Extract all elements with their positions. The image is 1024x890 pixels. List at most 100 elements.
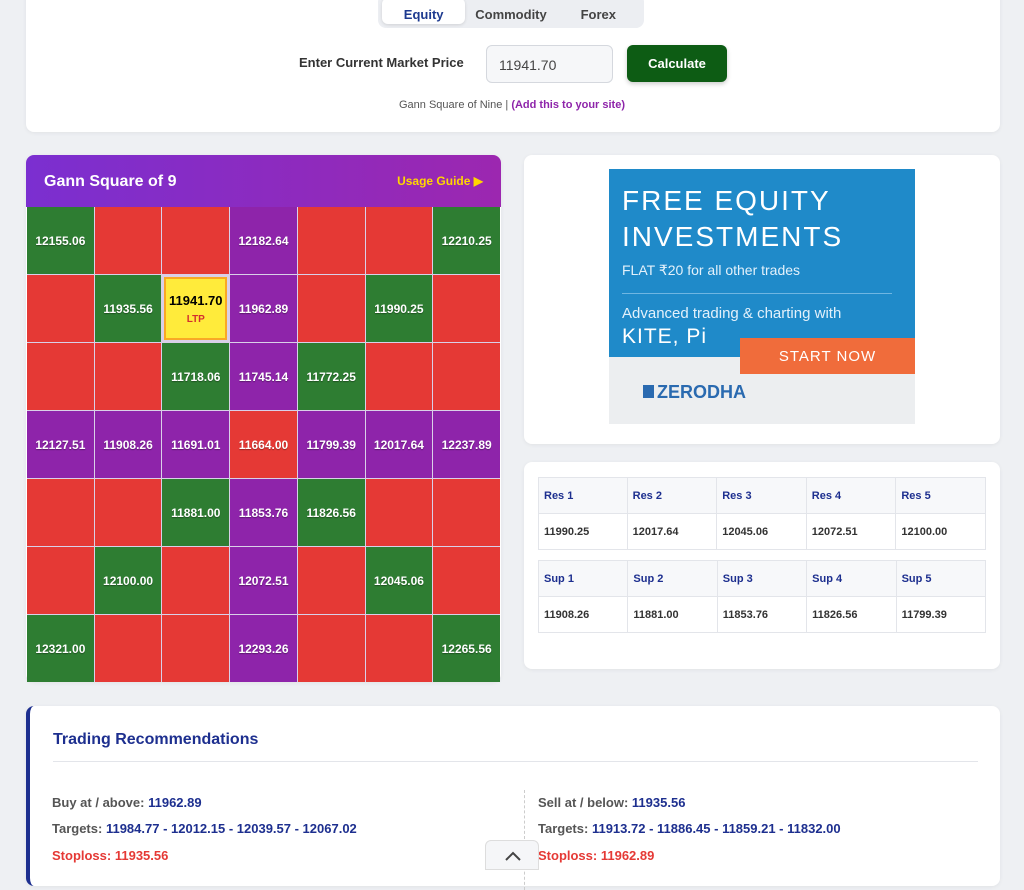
- ad-body: Advanced trading & charting with: [622, 305, 842, 322]
- ad-background: [609, 169, 915, 357]
- grid-cell: 11664.00: [230, 411, 297, 478]
- targets-line: Targets: 11913.72 - 11886.45 - 11859.21 …: [538, 821, 841, 836]
- grid-cell: [27, 547, 94, 614]
- value-row: 11990.25 12017.64 12045.06 12072.51 12100.00: [538, 513, 986, 550]
- grid-cell: 11718.06: [162, 343, 230, 410]
- level-header: Res 4: [805, 477, 897, 514]
- grid-cell: [94, 343, 162, 410]
- level-header: Sup 4: [806, 560, 897, 597]
- ad-headline: FREE EQUITY: [622, 185, 831, 216]
- grid-cell: 11745.14: [230, 343, 297, 410]
- grid-cell: 12237.89: [433, 411, 500, 478]
- cell-value: 12072.51: [238, 573, 289, 588]
- add-link[interactable]: (Add this to your site): [511, 99, 625, 111]
- grid-cell: 12182.64: [230, 207, 297, 274]
- footer-note: Gann Square of Nine | (Add this to your …: [0, 99, 1024, 111]
- stoploss-line: Stoploss: 11962.89: [538, 848, 654, 863]
- entry-label: Sell at / below:: [538, 795, 629, 810]
- level-value: 11990.25: [538, 513, 628, 550]
- cell-value: 11826.56: [306, 505, 356, 520]
- level-header: Sup 3: [716, 560, 808, 597]
- entry-label: Buy at / above:: [52, 795, 145, 810]
- grid-cell: [162, 547, 230, 614]
- cell-value: 12237.89: [441, 437, 492, 452]
- usage-guide[interactable]: Usage Guide ▶: [397, 174, 483, 188]
- grid-cell: 11941.70 LTP: [164, 277, 228, 340]
- grid-cell: 12127.51: [27, 411, 94, 478]
- chevron-icon: [505, 851, 521, 861]
- level-value: 11853.76: [716, 596, 808, 633]
- level-value: 11908.26: [537, 596, 629, 633]
- grid-cell: [27, 343, 94, 410]
- tab[interactable]: Forex: [580, 7, 617, 22]
- cell-value: 12293.26: [238, 641, 289, 656]
- grid-cell: 12210.25: [433, 207, 500, 274]
- market-tabs: Equity Commodity Forex: [378, 0, 644, 28]
- level-header: Res 3: [716, 477, 807, 514]
- cell-value: 11772.25: [306, 369, 356, 384]
- grid-cell: [433, 275, 500, 342]
- level-value: 12100.00: [895, 513, 986, 550]
- cell-value: 12155.06: [35, 233, 86, 248]
- cell-value: 11691.01: [171, 437, 221, 452]
- level-header: Sup 5: [895, 560, 987, 597]
- cell-value: 11881.00: [171, 505, 221, 520]
- level-header: Res 5: [895, 477, 986, 514]
- cell-value: 11718.06: [171, 369, 221, 384]
- cell-value: 12017.64: [373, 437, 424, 452]
- ad-body: KITE, Pi: [622, 325, 708, 348]
- gann-header: Gann Square of 9 Usage Guide ▶: [26, 155, 501, 207]
- cell-value: 12182.64: [238, 233, 289, 248]
- grid-cell: [94, 615, 162, 682]
- cell-value: 12265.56: [441, 641, 492, 656]
- grid-cell: 11853.76: [230, 479, 297, 546]
- cell-value: 11990.25: [374, 301, 424, 316]
- level-value: 12045.06: [716, 513, 807, 550]
- grid-cell: [27, 479, 94, 546]
- level-header: Res 2: [626, 477, 718, 514]
- grid-cell: 11799.39: [297, 411, 365, 478]
- level-value: 11799.39: [895, 596, 987, 633]
- grid-cell: [297, 207, 365, 274]
- targets-value: 11984.77 - 12012.15 - 12039.57 - 12067.0…: [105, 821, 357, 836]
- price-label: Enter Current Market Price: [299, 55, 464, 70]
- recommendations-title: Trading Recommendations: [53, 731, 259, 748]
- grid-cell: 12072.51: [230, 547, 297, 614]
- calculate-button[interactable]: Calculate: [627, 45, 727, 82]
- ltp-tag: LTP: [186, 313, 205, 325]
- targets-label: Targets:: [52, 821, 103, 836]
- price-input[interactable]: 11941.70: [486, 45, 613, 83]
- grid-cell: 12100.00: [94, 547, 162, 614]
- targets-value: 11913.72 - 11886.45 - 11859.21 - 11832.0…: [591, 821, 841, 836]
- tab[interactable]: Equity: [382, 0, 466, 24]
- scroll-top-button[interactable]: [485, 840, 539, 870]
- ad-cta[interactable]: START NOW: [740, 338, 915, 374]
- cell-value: 11853.76: [238, 505, 289, 520]
- cell-value: 11941.70: [169, 292, 223, 308]
- grid-cell: 11935.56: [94, 275, 162, 342]
- grid-cell: 11990.25: [365, 275, 433, 342]
- value-row: 11908.26 11881.00 11853.76 11826.56 11799.39: [537, 596, 987, 633]
- targets-line: Targets: 11984.77 - 12012.15 - 12039.57 …: [52, 821, 357, 836]
- ad-banner[interactable]: FREE EQUITY INVESTMENTS FLAT ₹20 for all…: [609, 169, 915, 424]
- ad-headline: INVESTMENTS: [622, 221, 844, 252]
- tab[interactable]: Commodity: [475, 7, 547, 22]
- grid-cell: [297, 275, 365, 342]
- divider: [53, 761, 978, 762]
- stoploss-value: 11935.56: [114, 848, 169, 863]
- level-value: 12072.51: [805, 513, 897, 550]
- grid-cell: 12045.06: [365, 547, 433, 614]
- brand-name: ZERODHA: [657, 382, 746, 402]
- cell-value: 11664.00: [238, 437, 289, 452]
- cell-value: 11799.39: [306, 437, 356, 452]
- grid-cell: [365, 207, 433, 274]
- ad-divider: [622, 293, 892, 294]
- cell-value: 11908.26: [103, 437, 153, 452]
- grid-cell: [433, 547, 500, 614]
- grid-cell: 12321.00: [27, 615, 94, 682]
- grid-cell: [365, 615, 433, 682]
- brand-logo: [643, 385, 654, 398]
- grid-cell: 12293.26: [230, 615, 297, 682]
- level-header: Sup 1: [537, 560, 629, 597]
